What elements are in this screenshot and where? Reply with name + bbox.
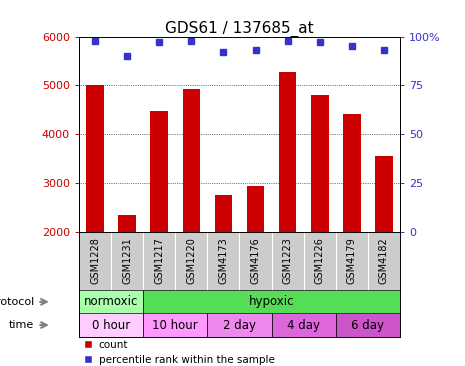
Bar bbox=[143, 313, 207, 337]
Bar bbox=[247, 186, 264, 232]
Bar bbox=[311, 95, 328, 232]
Bar bbox=[336, 313, 400, 337]
Bar bbox=[151, 111, 168, 232]
Bar bbox=[207, 313, 272, 337]
Text: GSM4179: GSM4179 bbox=[347, 237, 357, 284]
Text: GSM1228: GSM1228 bbox=[90, 237, 100, 284]
Bar bbox=[79, 313, 143, 337]
Bar bbox=[86, 85, 104, 232]
Text: GSM1217: GSM1217 bbox=[154, 237, 164, 284]
Text: protocol: protocol bbox=[0, 297, 34, 307]
Bar bbox=[143, 290, 400, 313]
Bar bbox=[119, 214, 136, 232]
Text: 2 day: 2 day bbox=[223, 318, 256, 332]
Title: GDS61 / 137685_at: GDS61 / 137685_at bbox=[165, 20, 314, 37]
Text: 10 hour: 10 hour bbox=[153, 318, 198, 332]
Legend: count, percentile rank within the sample: count, percentile rank within the sample bbox=[79, 335, 279, 366]
Text: time: time bbox=[9, 320, 34, 330]
Text: 6 day: 6 day bbox=[352, 318, 384, 332]
Text: GSM4176: GSM4176 bbox=[251, 237, 260, 284]
Text: 4 day: 4 day bbox=[287, 318, 320, 332]
Text: GSM1231: GSM1231 bbox=[122, 237, 132, 284]
Bar bbox=[272, 313, 336, 337]
Text: 0 hour: 0 hour bbox=[92, 318, 130, 332]
Bar bbox=[79, 290, 143, 313]
Text: GSM1226: GSM1226 bbox=[315, 237, 325, 284]
Bar bbox=[375, 156, 392, 232]
Bar bbox=[343, 114, 360, 232]
Text: GSM4173: GSM4173 bbox=[219, 237, 228, 284]
Bar bbox=[279, 72, 296, 232]
Text: GSM1220: GSM1220 bbox=[186, 237, 196, 284]
Text: hypoxic: hypoxic bbox=[249, 295, 294, 308]
Bar bbox=[215, 195, 232, 232]
Text: normoxic: normoxic bbox=[84, 295, 138, 308]
Text: GSM4182: GSM4182 bbox=[379, 237, 389, 284]
Text: GSM1223: GSM1223 bbox=[283, 237, 292, 284]
Bar bbox=[183, 89, 200, 232]
